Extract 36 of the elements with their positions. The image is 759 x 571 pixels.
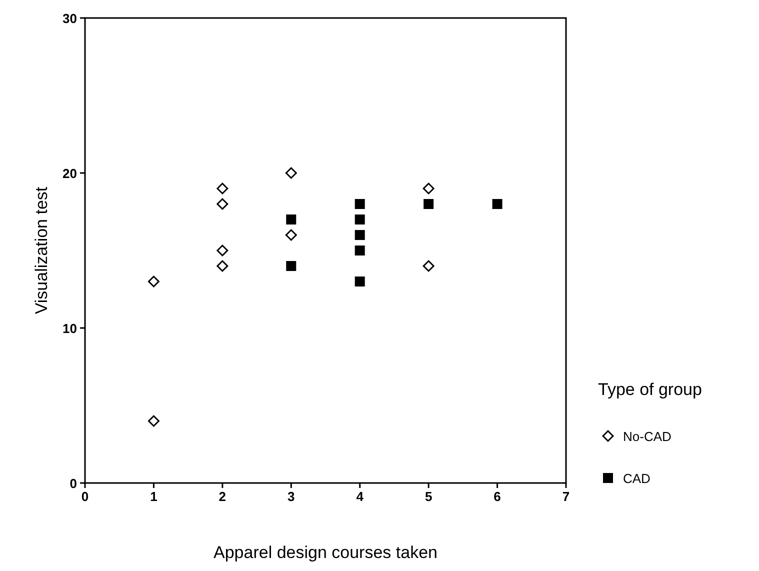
point [216,244,228,256]
point [354,246,365,256]
x-tick-label: 3 [288,489,295,504]
x-tick-label: 4 [356,489,364,504]
x-axis-title: Apparel design courses taken [214,543,438,562]
point [422,260,434,272]
x-tick-label: 7 [562,489,570,504]
point [422,182,434,194]
point [354,230,365,240]
x-tick-label: 2 [218,489,226,504]
point [354,199,365,209]
y-tick-label: 10 [62,321,77,336]
x-tick-label: 1 [150,489,158,504]
x-tick-label: 6 [494,489,501,504]
point [354,214,365,224]
legend-label: CAD [623,471,650,486]
legend-label: No-CAD [623,429,672,444]
point [216,198,228,210]
y-tick-label: 20 [62,166,77,181]
point [354,276,365,286]
point [286,214,296,224]
point [148,415,160,427]
legend-title: Type of group [598,380,702,399]
x-tick-label: 5 [424,489,432,504]
point [285,167,297,179]
y-tick-label: 0 [70,476,77,491]
y-axis-title: Visualization test [32,186,51,314]
x-tick-label: 0 [81,489,89,504]
point [492,199,502,209]
point [285,229,297,241]
point [424,199,434,209]
point [286,261,296,271]
point [148,276,160,288]
point [216,260,228,272]
point [216,182,228,194]
y-tick-label: 30 [62,11,77,26]
